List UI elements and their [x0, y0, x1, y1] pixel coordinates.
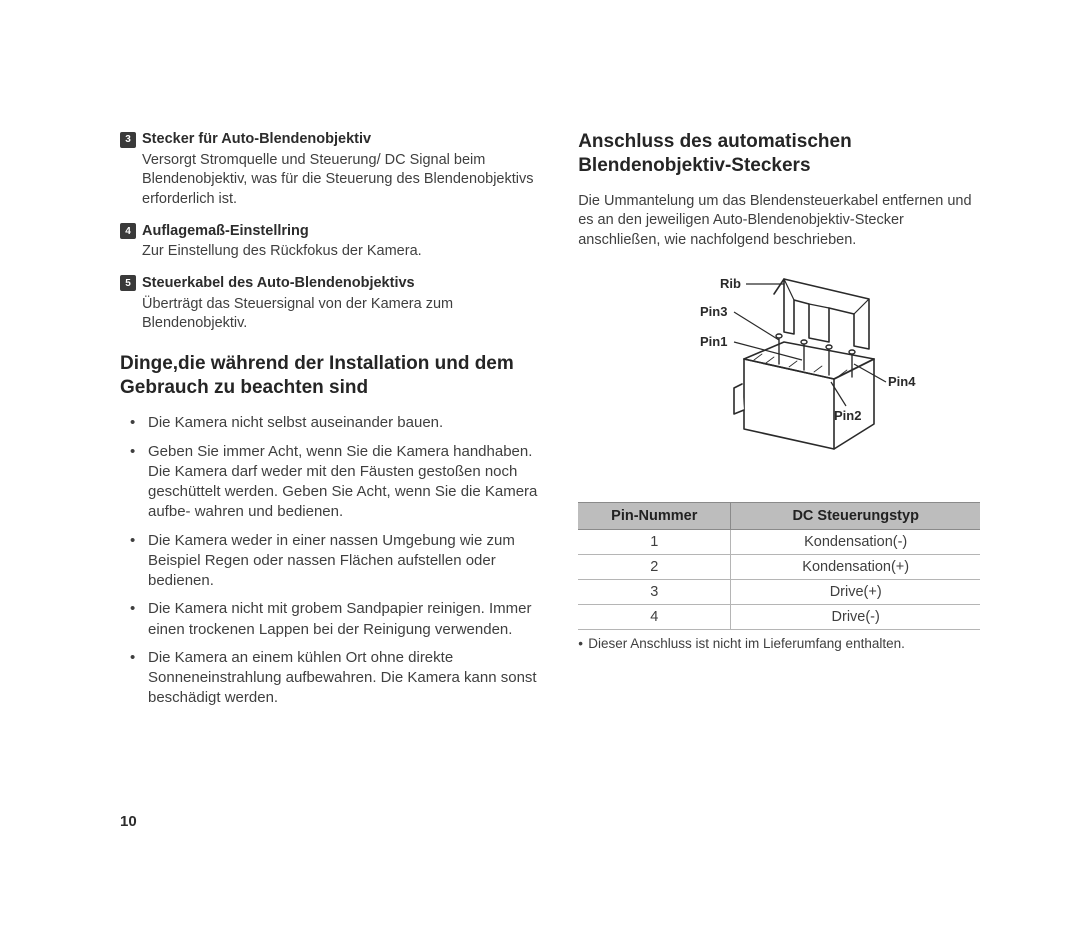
item-title: Auflagemaß-Einstellring: [142, 223, 309, 239]
table-cell: 4: [578, 605, 731, 630]
diagram-label-pin4: Pin4: [888, 374, 916, 389]
table-cell: Drive(-): [731, 605, 980, 630]
intro-paragraph: Die Ummantelung um das Blendensteuerkabe…: [578, 192, 980, 251]
item-body: Versorgt Stromquelle und Steuerung/ DC S…: [142, 151, 538, 210]
diagram-label-pin1: Pin1: [700, 334, 727, 349]
page-number: 10: [120, 813, 137, 830]
number-badge-icon: 3: [120, 132, 136, 148]
table-cell: 1: [578, 530, 731, 555]
list-item: Die Kamera nicht selbst auseinander baue…: [120, 413, 538, 433]
bullet-list: Die Kamera nicht selbst auseinander baue…: [120, 413, 538, 708]
section-heading: Dinge,die während der Installation und d…: [120, 352, 538, 400]
left-column: 3 Stecker für Auto-Blendenobjektiv Versor…: [120, 130, 538, 717]
number-badge-icon: 5: [120, 275, 136, 291]
diagram-label-rib: Rib: [720, 276, 741, 291]
list-item: Die Kamera weder in einer nassen Umgebun…: [120, 531, 538, 592]
two-column-layout: 3 Stecker für Auto-Blendenobjektiv Versor…: [120, 130, 980, 717]
table-footnote: Dieser Anschluss ist nicht im Lieferumfa…: [578, 636, 980, 651]
table-row: 3 Drive(+): [578, 580, 980, 605]
table-cell: 3: [578, 580, 731, 605]
section-heading: Anschluss des automatischen Blendenobjek…: [578, 130, 980, 178]
item-title: Steuerkabel des Auto-Blendenobjektivs: [142, 275, 415, 291]
right-column: Anschluss des automatischen Blendenobjek…: [578, 130, 980, 717]
table-row: 1 Kondensation(-): [578, 530, 980, 555]
item-body: Überträgt das Steuersignal von der Kamer…: [142, 295, 538, 334]
numbered-item: 3 Stecker für Auto-Blendenobjektiv Versor…: [120, 130, 538, 210]
pin-table: Pin-Nummer DC Steuerungstyp 1 Kondensati…: [578, 502, 980, 630]
list-item: Die Kamera nicht mit grobem Sandpapier r…: [120, 599, 538, 640]
item-heading: 5 Steuerkabel des Auto-Blendenobjektivs: [120, 274, 538, 293]
manual-page: 3 Stecker für Auto-Blendenobjektiv Versor…: [0, 0, 1080, 930]
table-cell: Drive(+): [731, 580, 980, 605]
list-item: Die Kamera an einem kühlen Ort ohne dire…: [120, 648, 538, 709]
number-badge-icon: 4: [120, 223, 136, 239]
item-body: Zur Einstellung des Rückfokus der Kamera…: [142, 242, 538, 262]
connector-svg-icon: Rib Pin3 Pin1 Pin4 Pin2: [634, 264, 924, 484]
item-heading: 3 Stecker für Auto-Blendenobjektiv: [120, 130, 538, 149]
diagram-label-pin3: Pin3: [700, 304, 727, 319]
connector-diagram: Rib Pin3 Pin1 Pin4 Pin2: [578, 264, 980, 484]
table-cell: 2: [578, 555, 731, 580]
item-title: Stecker für Auto-Blendenobjektiv: [142, 131, 371, 147]
table-header: DC Steuerungstyp: [731, 503, 980, 530]
diagram-label-pin2: Pin2: [834, 408, 861, 423]
table-row: 2 Kondensation(+): [578, 555, 980, 580]
table-header: Pin-Nummer: [578, 503, 731, 530]
table-cell: Kondensation(-): [731, 530, 980, 555]
numbered-item: 5 Steuerkabel des Auto-Blendenobjektivs Ü…: [120, 274, 538, 334]
table-row: 4 Drive(-): [578, 605, 980, 630]
table-cell: Kondensation(+): [731, 555, 980, 580]
list-item: Geben Sie immer Acht, wenn Sie die Kamer…: [120, 442, 538, 523]
numbered-item: 4 Auflagemaß-Einstellring Zur Einstellung…: [120, 222, 538, 262]
item-heading: 4 Auflagemaß-Einstellring: [120, 222, 538, 241]
